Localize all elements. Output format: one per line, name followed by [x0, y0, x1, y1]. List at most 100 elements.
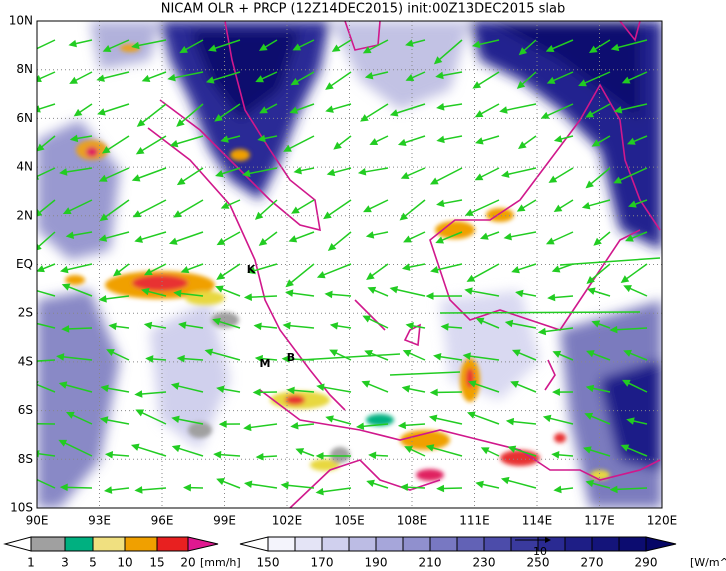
wind-vector-head [289, 106, 299, 114]
wind-vector-head [578, 79, 587, 87]
wind-vector-head [518, 141, 527, 149]
wind-vector-head [59, 483, 68, 492]
wind-vector-head [425, 444, 435, 452]
wind-vector-head [405, 322, 414, 330]
lon-label: 90E [26, 514, 49, 528]
wind-vector-head [397, 138, 407, 147]
wind-vector-head [553, 135, 563, 143]
lon-label: 105E [334, 514, 365, 528]
wind-vector [37, 359, 56, 362]
wind-vector-head [68, 39, 77, 48]
wind-vector-head [366, 272, 375, 281]
wind-vector-head [404, 446, 413, 454]
wind-vector-head [586, 350, 595, 358]
wind-vector-head [98, 234, 108, 242]
lat-label: 10N [9, 14, 33, 28]
olr-unit: [W/m^2] [690, 556, 726, 569]
wind-vector-head [243, 423, 252, 432]
wind-vector-head [435, 236, 445, 244]
wind-vector-head [141, 74, 151, 82]
wind-vector-head [623, 349, 632, 357]
wind-vector-head [503, 232, 512, 241]
wind-vector-head [405, 74, 415, 81]
wind-vector-head [96, 74, 105, 82]
wind-vector-head [585, 384, 595, 393]
wind-vector-head [28, 287, 34, 292]
wind-vector-head [99, 416, 109, 424]
wind-vector-head [325, 415, 334, 423]
wind-vector-head [510, 380, 519, 388]
wind-vector-head [585, 479, 595, 488]
wind-vector-head [368, 451, 377, 460]
wind-vector-head [500, 476, 510, 485]
wind-vector-head [331, 44, 341, 52]
plot-frame [36, 20, 663, 509]
wind-vector-head [283, 144, 292, 152]
wind-vector-head [259, 106, 268, 114]
wind-vector-head [37, 75, 42, 82]
wind-vector-head [98, 295, 107, 303]
wind-vector-head [169, 139, 179, 148]
wind-vector-head [73, 108, 83, 117]
wind-vector-head [329, 349, 338, 357]
wind-vector-head [405, 39, 414, 47]
wind-vector-head [369, 138, 379, 145]
wind-vector-head [537, 327, 547, 336]
wind-vector-head [504, 319, 514, 328]
precip-unit: [mm/h] [200, 556, 241, 569]
wind-vector-head [69, 76, 78, 84]
wind-vector-head [464, 208, 474, 216]
wind-vector-head [475, 317, 485, 325]
lat-label: 2S [18, 306, 33, 320]
wind-vector-head [290, 78, 300, 86]
wind-vector-head [216, 272, 225, 280]
wind-vector-head [215, 285, 224, 293]
vector-reference-label: 10 [533, 545, 547, 558]
wind-vector-head [364, 349, 373, 358]
wind-vector-head [466, 411, 476, 419]
wind-vector-head [220, 201, 230, 209]
wind-vector-head [585, 110, 595, 118]
wind-vector-head [430, 265, 439, 274]
wind-vector-head [288, 235, 298, 243]
wind-vector-head [216, 385, 225, 393]
wind-vector-head [134, 390, 143, 398]
lon-label: 117E [584, 514, 615, 528]
wind-vector-head [361, 380, 371, 388]
wind-vector-head [621, 76, 631, 84]
wind-vector-head [176, 354, 185, 363]
wind-vector-head [102, 44, 112, 52]
wind-vector-head [479, 232, 489, 240]
wind-vector-head [62, 207, 72, 215]
wind-vector-head [37, 265, 45, 273]
wind-vector-head [327, 243, 337, 251]
wind-vector-head [99, 213, 109, 222]
olr-label: 210 [419, 556, 442, 570]
wind-vector-head [214, 114, 223, 122]
wind-vector-head [285, 279, 294, 288]
wind-vector-head [363, 205, 372, 213]
wind-vector-head [295, 448, 305, 456]
wind-vector-head [329, 322, 339, 330]
wind-vector-head [609, 485, 618, 494]
wind-vector-head [547, 293, 556, 302]
wind-vector-head [247, 266, 256, 275]
wind-vector-head [213, 450, 222, 459]
lon-label: 99E [213, 514, 236, 528]
wind-vector-head [65, 231, 75, 239]
wind-vector-head [173, 210, 182, 218]
wind-vector-head [402, 349, 412, 357]
wind-vector-head [433, 352, 442, 361]
wind-vector-head [207, 44, 217, 52]
wind-vector-head [282, 321, 291, 330]
wind-vector-head [131, 174, 141, 182]
lat-label: 8S [18, 452, 33, 466]
field [28, 21, 662, 508]
wind-vector-head [220, 135, 229, 143]
wind-vector-head [143, 321, 153, 330]
wind-vector-head [61, 325, 70, 333]
olr-colorbar: 10 [239, 536, 677, 558]
olr-label: 170 [311, 556, 334, 570]
wind-vector-head [323, 211, 332, 220]
